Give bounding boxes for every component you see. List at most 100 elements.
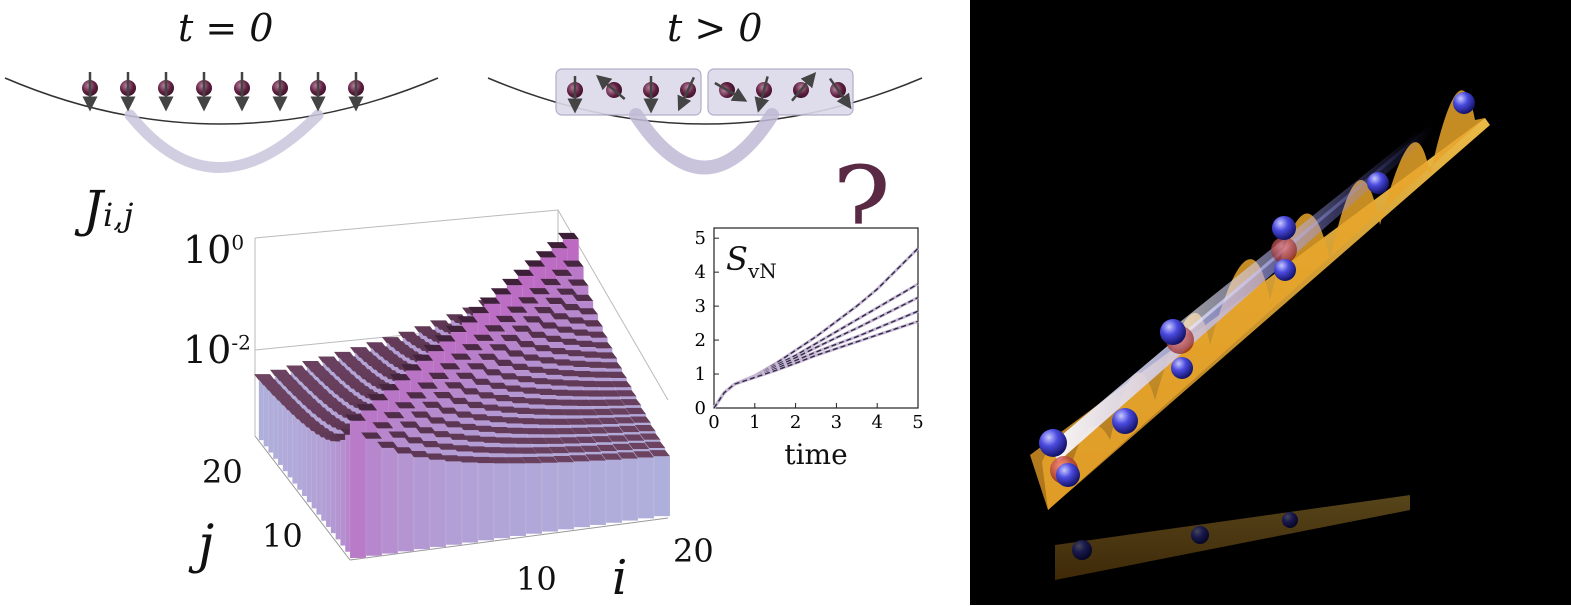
bar-face	[365, 438, 383, 556]
bar-top	[615, 390, 637, 397]
y-tick-label: 0	[695, 398, 706, 419]
x-tick-label: 4	[871, 412, 882, 433]
bar-top	[601, 362, 622, 369]
bar-top	[556, 399, 578, 406]
bar-top	[558, 232, 579, 240]
bar-face	[605, 459, 623, 524]
x-tick-label: 2	[790, 412, 801, 433]
bar-top	[575, 340, 597, 347]
bar-top	[513, 269, 534, 276]
bar-top	[503, 385, 525, 392]
bar-top	[444, 382, 466, 389]
bar-top	[490, 288, 512, 295]
bar-top	[498, 373, 520, 380]
trap-potential-surface	[1030, 90, 1490, 511]
bar-top	[601, 453, 622, 460]
bar-top	[585, 361, 606, 368]
bar-top	[543, 335, 565, 342]
bar-top	[514, 376, 536, 383]
ions	[1039, 92, 1475, 487]
bar-top	[609, 408, 630, 415]
bar-top	[302, 361, 323, 368]
series-line	[713, 247, 919, 409]
bar-top	[599, 390, 621, 397]
bar-top	[306, 365, 328, 373]
bar-top	[519, 387, 541, 394]
bar-top	[567, 279, 589, 286]
bar-top	[548, 348, 570, 355]
bar-top	[551, 269, 573, 276]
bar-top	[284, 384, 306, 392]
bar-top	[529, 408, 550, 415]
bar-top	[406, 392, 427, 399]
bar-top	[486, 416, 507, 423]
bar-top	[428, 372, 450, 379]
j-axis-label: j	[198, 515, 215, 575]
bar-top	[500, 334, 522, 342]
ion-chain-reflection	[1055, 495, 1410, 580]
bar-top	[367, 394, 389, 401]
bar-face	[477, 462, 495, 541]
bar-top	[465, 401, 486, 409]
bar-top	[495, 315, 517, 323]
bar-top	[588, 399, 610, 406]
coupling-arc-left	[124, 109, 324, 173]
bar-top	[644, 441, 666, 448]
z-tick-top-exp: 0	[231, 230, 245, 255]
bar-top	[500, 447, 522, 454]
bar-top	[530, 378, 552, 385]
bar-top	[489, 457, 510, 464]
bar-top	[634, 425, 656, 432]
subsystem-box-b	[707, 68, 854, 116]
bar-top	[649, 450, 670, 457]
trap-curve-right	[487, 77, 923, 125]
bar-top	[426, 417, 448, 424]
bar-face	[621, 458, 639, 521]
coupling-label-sub: i,j	[103, 196, 134, 234]
series-line	[713, 296, 919, 409]
coupling-arc-right	[629, 108, 779, 175]
inset-series	[712, 247, 920, 409]
x-tick-label: 5	[912, 412, 923, 433]
bar-top	[511, 437, 533, 444]
bar-top	[594, 381, 616, 388]
bar-top	[318, 356, 339, 363]
bar-top	[521, 457, 542, 464]
subsystem-box-a	[555, 68, 702, 116]
bar-top	[537, 357, 558, 364]
bar-top	[554, 326, 576, 333]
bar-top	[614, 417, 635, 424]
z-tick-mid: 10-2	[183, 328, 251, 372]
bar-top	[417, 382, 438, 389]
bar-top	[431, 431, 453, 438]
bar-top	[518, 297, 539, 304]
bar-top	[521, 354, 542, 361]
bar-top	[510, 363, 531, 370]
y-tick-label: 4	[695, 262, 706, 283]
bar-top	[361, 432, 382, 439]
bar-top	[527, 331, 549, 338]
bar-top	[458, 423, 480, 431]
z-tick-mid-exp: -2	[231, 330, 251, 355]
bar-top	[577, 308, 598, 315]
bar-face	[589, 460, 607, 526]
bar-top	[415, 427, 437, 434]
bar-top	[607, 435, 629, 442]
bar-top	[479, 297, 501, 304]
i-tick-20: 20	[673, 532, 714, 570]
bar-top	[639, 433, 661, 440]
bar-top	[295, 375, 317, 382]
bar-face	[413, 457, 431, 550]
bar-top	[268, 389, 290, 396]
bar-top	[433, 392, 454, 399]
tpos-label: t > 0	[667, 6, 763, 50]
bar-top	[590, 371, 611, 378]
bar-top	[490, 427, 512, 434]
bar-face	[461, 462, 479, 543]
bar-top	[388, 431, 410, 438]
bar-top	[399, 421, 421, 428]
bar-top	[508, 397, 530, 404]
bar-top	[474, 425, 496, 432]
z-tick-top: 100	[183, 228, 244, 272]
bar-face	[557, 462, 575, 530]
